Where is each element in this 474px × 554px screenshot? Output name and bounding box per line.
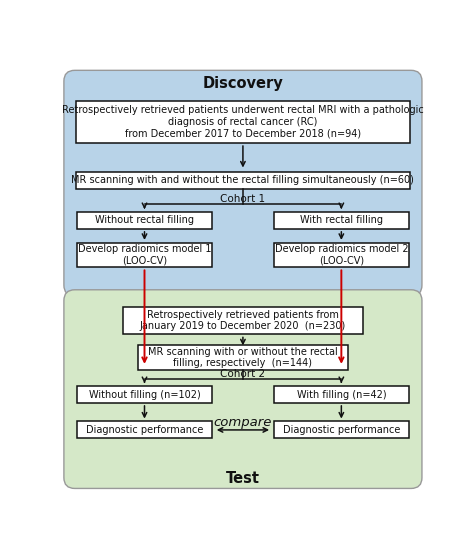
Text: MR scanning with or without the rectal
filling, respectively  (n=144): MR scanning with or without the rectal f… (148, 347, 338, 368)
Text: Cohort 1: Cohort 1 (220, 194, 265, 204)
Text: Test: Test (226, 471, 260, 486)
Text: Retrospectively retrieved patients underwent rectal MRI with a pathologic
diagno: Retrospectively retrieved patients under… (62, 105, 424, 138)
FancyBboxPatch shape (77, 386, 212, 403)
Text: Without filling (n=102): Without filling (n=102) (89, 389, 201, 399)
Text: Without rectal filling: Without rectal filling (95, 216, 194, 225)
FancyBboxPatch shape (273, 386, 409, 403)
Text: compare: compare (214, 416, 272, 429)
Text: MR scanning with and without the rectal filling simultaneously (n=60): MR scanning with and without the rectal … (72, 176, 414, 186)
Text: With rectal filling: With rectal filling (300, 216, 383, 225)
FancyBboxPatch shape (77, 243, 212, 268)
Text: With filling (n=42): With filling (n=42) (297, 389, 386, 399)
Text: Diagnostic performance: Diagnostic performance (86, 425, 203, 435)
Text: Develop radiomics model 2
(LOO-CV): Develop radiomics model 2 (LOO-CV) (274, 244, 408, 266)
FancyBboxPatch shape (77, 422, 212, 438)
FancyBboxPatch shape (77, 212, 212, 229)
FancyBboxPatch shape (273, 422, 409, 438)
FancyBboxPatch shape (273, 212, 409, 229)
FancyBboxPatch shape (76, 172, 410, 189)
Text: Retrospectively retrieved patients from
January 2019 to December 2020  (n=230): Retrospectively retrieved patients from … (140, 310, 346, 331)
FancyBboxPatch shape (64, 70, 422, 296)
Text: Cohort 2: Cohort 2 (220, 370, 265, 379)
FancyBboxPatch shape (76, 101, 410, 143)
Text: Discovery: Discovery (202, 76, 283, 91)
FancyBboxPatch shape (138, 345, 347, 370)
FancyBboxPatch shape (273, 243, 409, 268)
Text: Diagnostic performance: Diagnostic performance (283, 425, 400, 435)
FancyBboxPatch shape (64, 290, 422, 489)
Text: Develop radiomics model 1
(LOO-CV): Develop radiomics model 1 (LOO-CV) (78, 244, 211, 266)
FancyBboxPatch shape (123, 307, 363, 335)
